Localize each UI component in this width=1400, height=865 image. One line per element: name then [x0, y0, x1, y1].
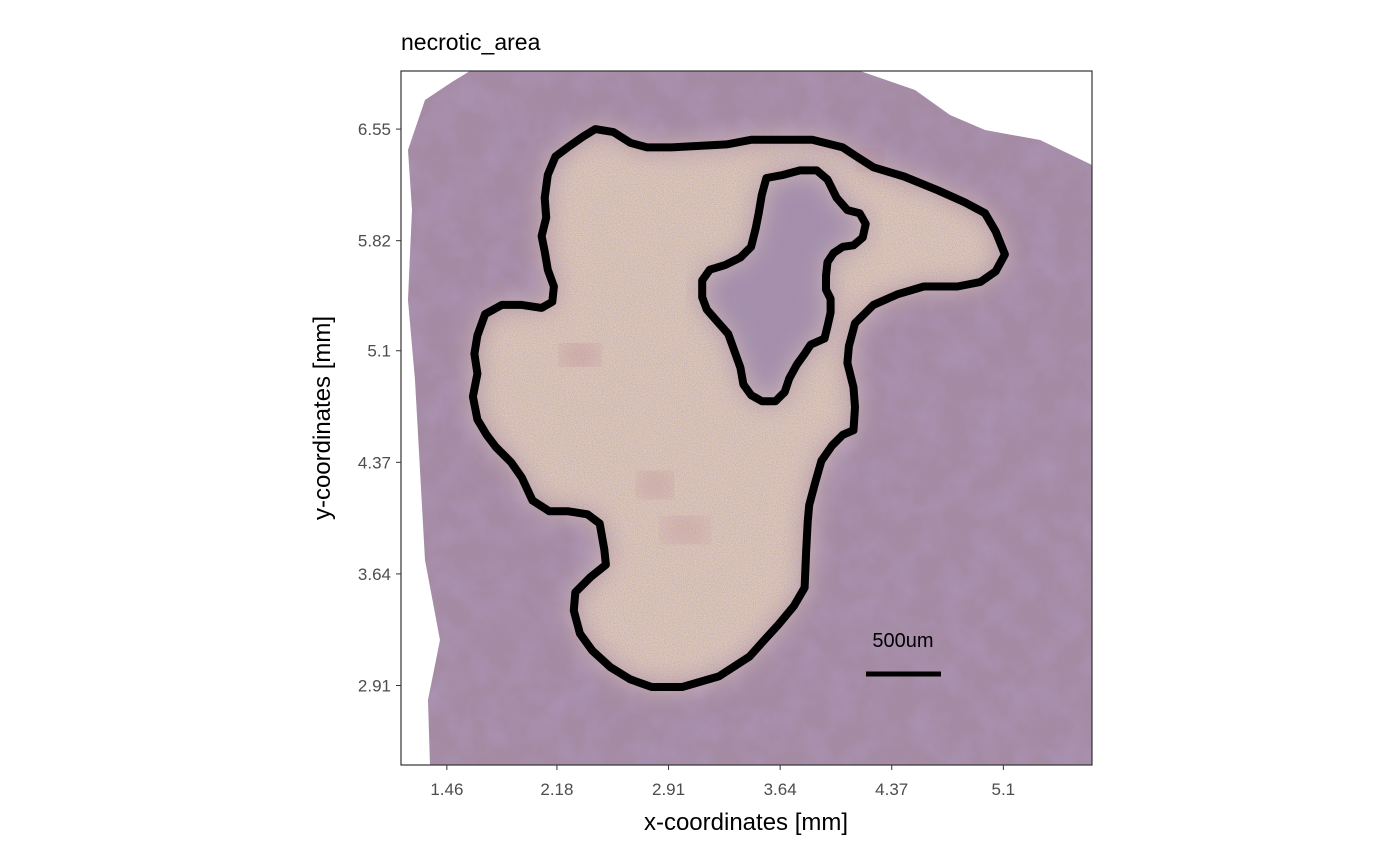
- y-axis-title: y-coordinates [mm]: [309, 316, 336, 520]
- necrotic-area-outer-boundary: [468, 125, 1009, 691]
- scale-bar: 500um: [866, 630, 941, 677]
- y-tick-label: 6.55: [358, 120, 391, 139]
- y-tick-label: 5.82: [358, 232, 391, 251]
- x-axis: 1.46 2.18 2.91 3.64 4.37 5.1: [430, 765, 1015, 799]
- plot-panel-border: [400, 70, 1093, 766]
- y-tick-label: 2.91: [358, 677, 391, 696]
- annotation-layer: [468, 125, 1009, 691]
- y-tick-label: 5.1: [367, 342, 391, 361]
- x-tick-label: 4.37: [875, 780, 908, 799]
- x-tick-label: 1.46: [430, 780, 463, 799]
- x-tick-label: 3.64: [764, 780, 797, 799]
- plot-title: necrotic_area: [401, 29, 541, 55]
- y-tick-label: 4.37: [358, 453, 391, 472]
- necrotic-area-inner-boundary: [698, 166, 870, 406]
- x-tick-label: 5.1: [992, 780, 1016, 799]
- scale-bar-label: 500um: [872, 630, 933, 652]
- x-axis-title: x-coordinates [mm]: [644, 809, 848, 836]
- x-tick-label: 2.18: [540, 780, 573, 799]
- tissue-image: [408, 71, 1092, 765]
- y-axis: 6.55 5.82 5.1 4.37 3.64 2.91: [358, 120, 401, 696]
- y-tick-label: 3.64: [358, 565, 391, 584]
- x-tick-label: 2.91: [652, 780, 685, 799]
